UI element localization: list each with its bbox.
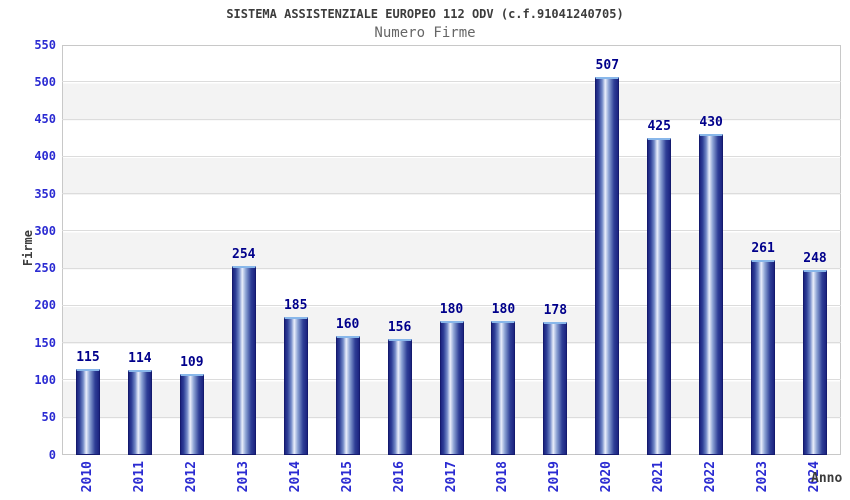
bar-2023 [751,260,776,455]
bar-2011 [127,370,152,455]
bar-value-label: 430 [699,115,723,131]
x-tick-label: 2015 [339,461,355,493]
bar-value-label: 109 [180,354,204,370]
bar-value-label: 160 [335,316,360,332]
y-tick-label: 450 [34,112,56,127]
x-tick-label: 2013 [235,461,251,493]
bar-value-label: 115 [76,350,100,366]
gridline [62,305,841,306]
bar-value-label: 248 [803,251,827,267]
y-tick-label: 550 [34,37,56,52]
gridline [62,156,841,157]
bar-value-label: 178 [543,303,568,319]
bar-2019 [543,322,568,455]
y-tick-label: 300 [34,223,56,238]
x-tick-label: 2011 [131,461,147,493]
y-tick-label: 50 [41,410,56,425]
bar-2024 [803,270,828,455]
y-tick-label: 0 [48,447,56,462]
bar-2020 [595,77,620,455]
bar-2013 [231,265,256,455]
x-tick-label: 2022 [703,461,719,493]
bar-value-label: 254 [232,246,256,262]
bar-2015 [335,335,360,455]
x-tick-label: 2019 [547,461,563,493]
bar-value-label: 261 [751,241,775,257]
gridline [62,268,841,269]
y-tick-label: 500 [34,74,56,89]
bar-2012 [179,373,204,455]
bar-2016 [387,338,412,455]
x-axis-title: Anno [811,471,843,486]
x-tick-label: 2014 [287,461,303,493]
y-tick-label: 200 [34,298,56,313]
bar-value-label: 180 [439,301,464,317]
bar-2021 [647,138,672,455]
y-tick-label: 250 [34,261,56,276]
bar-2014 [283,317,308,455]
y-tick-label: 350 [34,186,56,201]
bar-value-label: 180 [491,301,516,317]
x-tick-label: 2020 [599,461,615,493]
bar-2018 [491,320,516,455]
bar-value-label: 425 [647,119,671,135]
gridline [62,81,841,82]
bar-2017 [439,320,464,455]
bar-value-label: 185 [283,298,308,314]
x-tick-label: 2017 [443,461,459,493]
x-tick-label: 2012 [183,461,199,493]
x-tick-label: 2018 [495,461,511,493]
y-tick-label: 400 [34,149,56,164]
x-tick-label: 2021 [651,461,667,493]
gridline [62,193,841,194]
gridline [62,119,841,120]
bar-value-label: 507 [595,58,620,74]
bar-value-label: 156 [387,319,412,335]
y-tick-label: 150 [34,335,56,350]
gridline [62,230,841,231]
bar-2010 [75,369,100,455]
x-tick-label: 2016 [391,461,407,493]
chart-subtitle: Numero Firme [374,25,476,41]
x-tick-label: 2023 [755,461,771,493]
bar-2022 [699,134,724,455]
chart-title: SISTEMA ASSISTENZIALE EUROPEO 112 ODV (c… [226,7,624,21]
bar-value-label: 114 [128,351,152,367]
x-tick-label: 2010 [79,461,95,493]
y-tick-label: 100 [34,372,56,387]
